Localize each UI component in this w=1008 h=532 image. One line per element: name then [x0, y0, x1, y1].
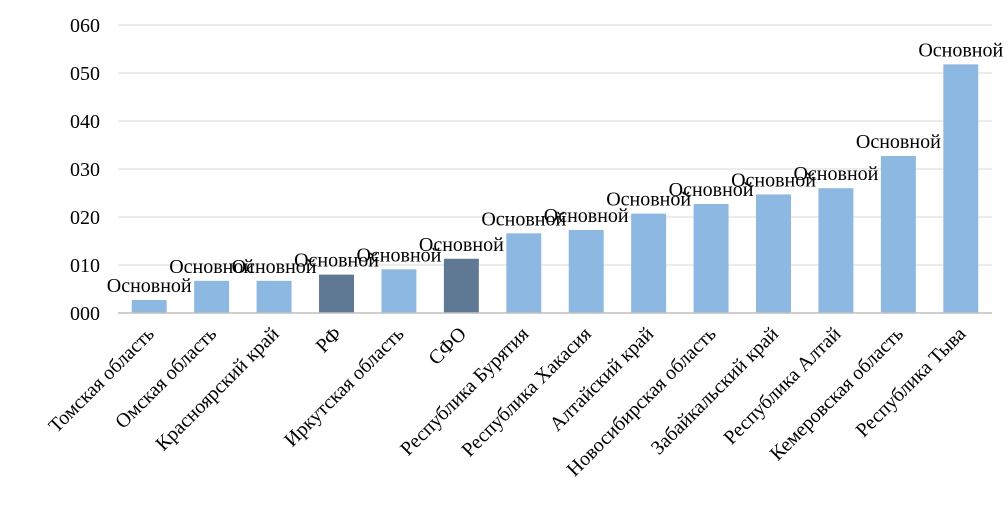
data-label: Основной [731, 169, 816, 191]
bar [631, 213, 667, 313]
y-tick-label: 030 [70, 159, 100, 181]
data-label: Основной [481, 208, 566, 230]
x-tick-label: Иркутская область [280, 323, 408, 451]
data-labels: ОсновнойОсновнойОсновнойОсновнойОсновной… [107, 39, 1004, 297]
data-label: Основной [544, 205, 629, 227]
y-axis-ticks: 000 010 020 030 040 050 060 [70, 15, 100, 325]
y-tick-label: 050 [70, 63, 100, 85]
data-label: Основной [419, 234, 504, 256]
x-tick-label: СФО [424, 323, 471, 370]
bar [756, 194, 791, 313]
y-tick-label: 000 [70, 303, 100, 325]
y-tick-label: 020 [70, 207, 100, 229]
data-label: Основной [294, 250, 379, 272]
x-tick-label: Томская область [44, 323, 158, 437]
data-label: Основной [356, 244, 441, 266]
bar [194, 280, 230, 313]
x-tick-label: Республика Тыва [852, 323, 971, 442]
bars [131, 64, 979, 313]
data-label: Основной [669, 179, 754, 201]
bar [568, 229, 604, 313]
y-tick-label: 060 [70, 15, 100, 37]
data-label: Основной [606, 189, 691, 211]
bar [256, 280, 292, 313]
data-label: Основной [107, 275, 192, 297]
data-label: Основной [232, 256, 317, 278]
bar [506, 233, 542, 313]
bar [943, 64, 979, 313]
bar [880, 156, 916, 313]
data-label: Основной [169, 256, 254, 278]
bar [693, 204, 729, 313]
bar [818, 188, 854, 313]
bar [443, 258, 479, 313]
bar [381, 269, 417, 313]
x-tick-label: РФ [312, 323, 346, 357]
data-label: Основной [918, 39, 1003, 61]
x-tick-label: Республика Алтай [719, 323, 845, 449]
bar [319, 274, 354, 313]
data-label: Основной [793, 163, 878, 185]
y-tick-label: 010 [70, 255, 100, 277]
bar [131, 300, 167, 313]
y-tick-label: 040 [70, 111, 100, 133]
x-tick-label: Красноярский край [151, 323, 283, 455]
data-label: Основной [856, 131, 941, 153]
